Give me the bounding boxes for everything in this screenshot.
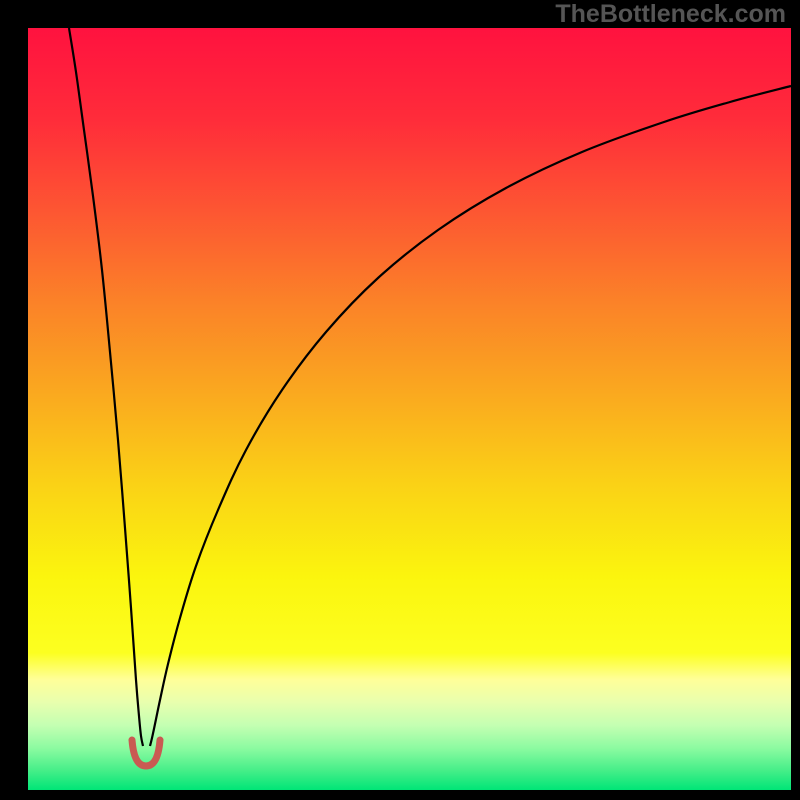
curve-right-branch bbox=[150, 86, 791, 746]
curve-overlay bbox=[0, 0, 800, 800]
chart-frame: TheBottleneck.com bbox=[0, 0, 800, 800]
curve-left-branch bbox=[69, 28, 143, 746]
curve-v-marker bbox=[132, 740, 160, 766]
watermark-text: TheBottleneck.com bbox=[555, 0, 786, 29]
